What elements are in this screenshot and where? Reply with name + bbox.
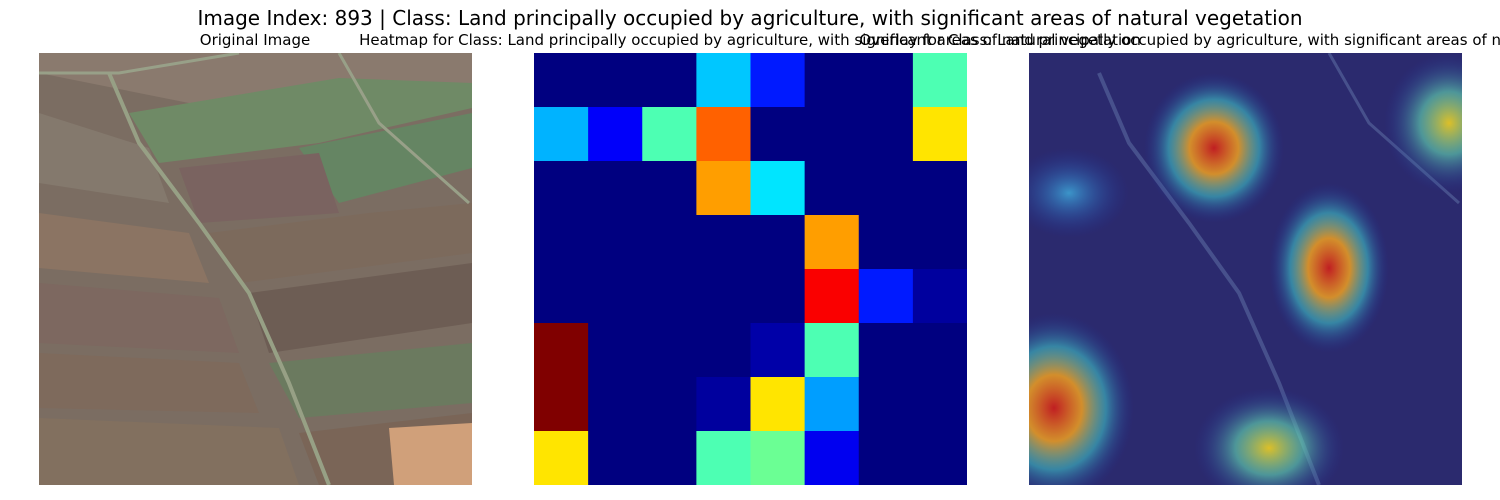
heatmap-cell bbox=[588, 377, 643, 432]
heatmap-cell bbox=[804, 53, 860, 108]
heatmap-cell bbox=[750, 215, 806, 270]
heatmap-cell bbox=[534, 53, 589, 108]
heatmap-cell bbox=[912, 323, 967, 378]
heatmap-cell bbox=[750, 161, 806, 216]
overlay-hotspot bbox=[1144, 73, 1284, 223]
heatmap-cell bbox=[804, 107, 860, 162]
heatmap-cell bbox=[912, 107, 967, 162]
heatmap-cell bbox=[588, 269, 643, 324]
heatmap-cell bbox=[858, 377, 914, 432]
overlay-hotspot bbox=[1029, 148, 1129, 238]
heatmap-cell bbox=[534, 377, 589, 432]
heatmap-cell bbox=[696, 323, 752, 378]
heatmap-cell bbox=[588, 107, 643, 162]
heatmap-cell bbox=[696, 269, 752, 324]
heatmap-cell bbox=[696, 215, 752, 270]
heatmap-cell bbox=[642, 107, 697, 162]
heatmap-cell bbox=[588, 323, 643, 378]
heatmap-cell bbox=[750, 53, 806, 108]
panel-title-original: Original Image bbox=[199, 31, 311, 49]
original-image-svg bbox=[39, 53, 472, 485]
heatmap-cell bbox=[804, 215, 860, 270]
figure-suptitle: Image Index: 893 | Class: Land principal… bbox=[197, 6, 1303, 30]
heatmap-cell bbox=[858, 269, 914, 324]
heatmap-cell bbox=[912, 269, 967, 324]
heatmap-cell bbox=[588, 53, 643, 108]
heatmap-cell bbox=[804, 377, 860, 432]
heatmap-cell bbox=[858, 215, 914, 270]
heatmap-cell bbox=[750, 269, 806, 324]
overlay-svg bbox=[1029, 53, 1462, 485]
heatmap-cell bbox=[858, 431, 914, 485]
heatmap-cell bbox=[750, 323, 806, 378]
heatmap-cell bbox=[912, 161, 967, 216]
heatmap-cell bbox=[912, 53, 967, 108]
heatmap-cell bbox=[804, 323, 860, 378]
heatmap-cell bbox=[696, 161, 752, 216]
heatmap-cell bbox=[642, 323, 697, 378]
heatmap-cell bbox=[534, 215, 589, 270]
heatmap-cell bbox=[750, 107, 806, 162]
heatmap-cell bbox=[642, 53, 697, 108]
original-satellite-image bbox=[39, 53, 472, 485]
heatmap-cell bbox=[696, 431, 752, 485]
overlay-hotspot bbox=[1269, 183, 1389, 353]
panel-title-heatmap: Heatmap for Class: Land principally occu… bbox=[359, 31, 1141, 49]
heatmap-cell bbox=[534, 161, 589, 216]
heatmap-cell bbox=[534, 323, 589, 378]
heatmap-cell bbox=[750, 377, 806, 432]
heatmap-cell bbox=[588, 431, 643, 485]
heatmap-cell bbox=[588, 215, 643, 270]
heatmap-cell bbox=[804, 431, 860, 485]
class-heatmap bbox=[534, 53, 967, 485]
heatmap-cell bbox=[804, 161, 860, 216]
overlay-hotspot bbox=[1029, 313, 1134, 485]
heatmap-cell bbox=[858, 323, 914, 378]
panel-title-overlay: Overlay for Class: Land principally occu… bbox=[859, 31, 1500, 49]
heatmap-cell bbox=[642, 215, 697, 270]
heatmap-overlay bbox=[1029, 53, 1462, 485]
heatmap-cell bbox=[912, 215, 967, 270]
heatmap-cell bbox=[534, 107, 589, 162]
heatmap-cell bbox=[642, 377, 697, 432]
heatmap-cell bbox=[696, 53, 752, 108]
heatmap-cell bbox=[696, 107, 752, 162]
heatmap-cell bbox=[534, 269, 589, 324]
heatmap-cell bbox=[858, 107, 914, 162]
heatmap-cell bbox=[912, 431, 967, 485]
heatmap-cell bbox=[750, 431, 806, 485]
heatmap-grid-svg bbox=[534, 53, 967, 485]
heatmap-cell bbox=[642, 269, 697, 324]
heatmap-cell bbox=[858, 161, 914, 216]
overlay-hotspot-layer bbox=[1029, 53, 1462, 485]
heatmap-cell bbox=[588, 161, 643, 216]
heatmap-cell bbox=[804, 269, 860, 324]
heatmap-cell bbox=[642, 161, 697, 216]
heatmap-cell bbox=[534, 431, 589, 485]
heatmap-cell bbox=[642, 431, 697, 485]
overlay-hotspot bbox=[1194, 388, 1344, 485]
heatmap-cell bbox=[912, 377, 967, 432]
heatmap-cell bbox=[858, 53, 914, 108]
heatmap-cell bbox=[696, 377, 752, 432]
overlay-hotspot bbox=[1384, 53, 1462, 193]
